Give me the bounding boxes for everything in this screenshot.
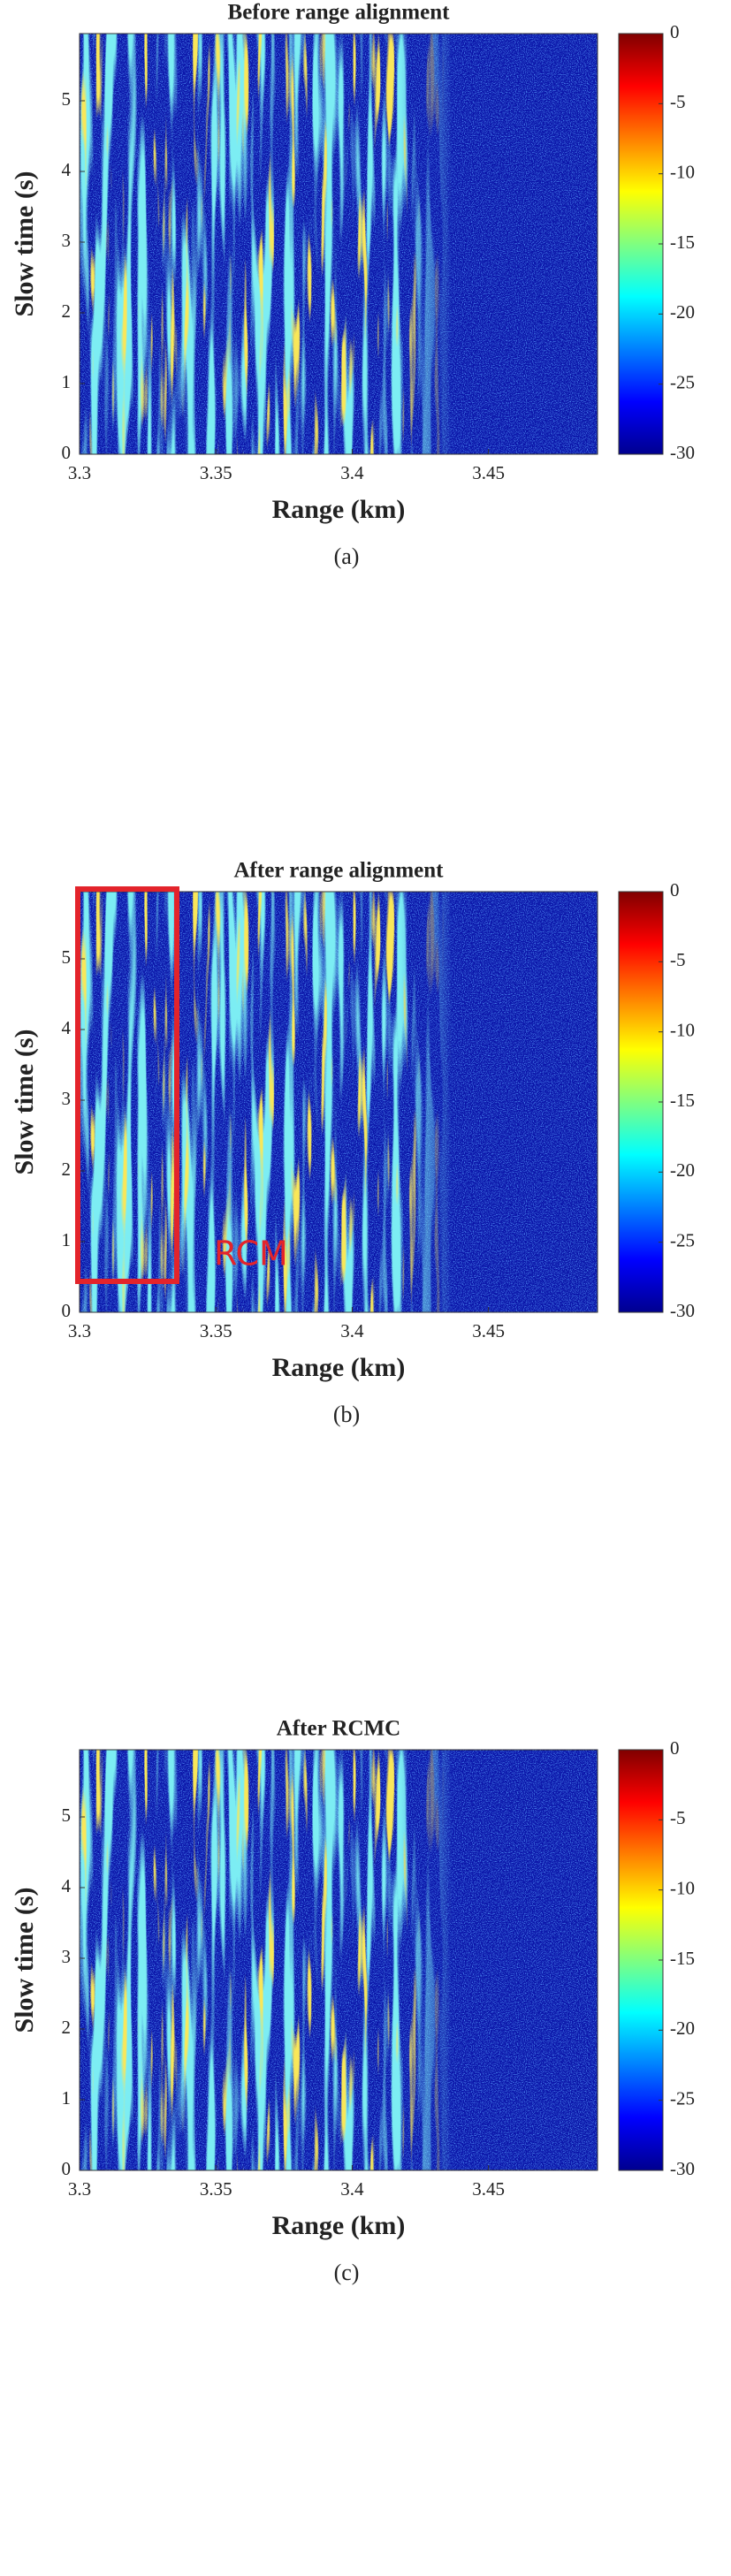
y-tick-label: 5 <box>62 88 72 110</box>
plot-frame <box>79 1749 598 2171</box>
panel: Before range alignment 3.3 3.35 3.4 3.45 0 1 2 3… <box>10 1 695 569</box>
rcm-box <box>75 886 179 1284</box>
colorbar-tick-label: -15 <box>670 232 695 253</box>
y-tick-label: 0 <box>62 442 72 463</box>
y-tick-label: 4 <box>62 1875 72 1896</box>
colorbar <box>618 33 664 455</box>
colorbar <box>618 1749 664 2171</box>
x-tick-label: 3.45 <box>472 1320 505 1341</box>
colorbar-tick-label: -20 <box>670 2017 695 2039</box>
y-tick-label: 1 <box>62 1229 72 1250</box>
colorbar-tick-label: 0 <box>670 21 680 42</box>
streaks-yellow <box>80 34 598 454</box>
heatmap-streaks <box>80 34 598 454</box>
x-tick-label: 3.45 <box>472 2178 505 2200</box>
y-tick-label: 3 <box>62 1946 72 1967</box>
x-tick-label: 3.3 <box>68 1320 91 1341</box>
x-tick-label: 3.4 <box>340 462 364 483</box>
colorbar-tick-label: -30 <box>670 2158 695 2179</box>
x-tick-label: 3.35 <box>200 1320 232 1341</box>
colorbar-tick-label: -30 <box>670 442 695 463</box>
colorbar-tick-label: -15 <box>670 1090 695 1111</box>
chart-title: Before range alignment <box>228 1 451 25</box>
plot-frame <box>79 33 598 455</box>
colorbar-tick-label: -5 <box>670 949 686 970</box>
y-tick-label: 4 <box>62 1017 72 1038</box>
x-tick-label: 3.3 <box>68 462 91 483</box>
annotation: RCM <box>214 1235 288 1273</box>
colorbar-tick-label: -30 <box>670 1300 695 1321</box>
colorbar-tick-label: -5 <box>670 91 686 112</box>
heatmap-streaks <box>80 1750 598 2170</box>
colorbar-tick-label: -20 <box>670 1159 695 1181</box>
heatmap-streaks <box>80 892 598 1312</box>
panel: After range alignment 3.3 3.35 3.4 3.45 0 1 2 3 4… <box>10 859 695 1427</box>
colorbar-tick-label: -5 <box>670 1807 686 1828</box>
x-tick-label: 3.45 <box>472 462 505 483</box>
chart-title: After RCMC <box>277 1717 400 1741</box>
x-axis-label: Range (km) <box>272 495 406 524</box>
caption: (c) <box>334 2260 360 2285</box>
colorbar-tick-label: -25 <box>670 371 695 392</box>
y-tick-label: 2 <box>62 300 72 322</box>
y-tick-label: 5 <box>62 1805 72 1826</box>
y-tick-label: 3 <box>62 230 72 251</box>
caption: (a) <box>334 543 360 569</box>
x-axis-label: Range (km) <box>272 1353 406 1382</box>
x-tick-label: 3.35 <box>200 2178 232 2200</box>
y-tick-label: 1 <box>62 2087 72 2109</box>
x-tick-label: 3.35 <box>200 462 232 483</box>
chart-title: After range alignment <box>234 859 445 883</box>
y-tick-label: 2 <box>62 2017 72 2038</box>
y-tick-label: 0 <box>62 1300 72 1321</box>
x-tick-label: 3.4 <box>340 2178 364 2200</box>
colorbar-tick-label: -10 <box>670 1877 695 1898</box>
x-axis-label: Range (km) <box>272 2211 406 2240</box>
y-tick-label: 5 <box>62 946 72 968</box>
y-tick-label: 3 <box>62 1088 72 1109</box>
colorbar-tick-label: -25 <box>670 2087 695 2109</box>
colorbar-tick-label: -15 <box>670 1948 695 1969</box>
streaks-yellow <box>80 1750 598 2170</box>
colorbar <box>618 891 664 1313</box>
colorbar-tick-label: 0 <box>670 879 680 900</box>
y-axis-label: Slow time (s) <box>10 1888 39 2033</box>
y-axis-label: Slow time (s) <box>10 1030 39 1175</box>
y-axis-label: Slow time (s) <box>10 171 39 317</box>
caption: (b) <box>333 1402 360 1427</box>
colorbar-tick-label: -10 <box>670 1019 695 1040</box>
streaks-yellow <box>80 892 598 1312</box>
colorbar-tick-label: 0 <box>670 1737 680 1759</box>
y-tick-label: 1 <box>62 371 72 392</box>
panel: After RCMC 3.3 3.35 3.4 3.45 0 1 2 3 4 5 Range (km)… <box>10 1717 695 2285</box>
y-tick-label: 4 <box>62 159 72 180</box>
x-tick-label: 3.3 <box>68 2178 91 2200</box>
colorbar-tick-label: -10 <box>670 161 695 182</box>
x-tick-label: 3.4 <box>340 1320 364 1341</box>
y-tick-label: 0 <box>62 2158 72 2179</box>
colorbar-tick-label: -25 <box>670 1229 695 1250</box>
colorbar-tick-label: -20 <box>670 301 695 323</box>
y-tick-label: 2 <box>62 1159 72 1180</box>
